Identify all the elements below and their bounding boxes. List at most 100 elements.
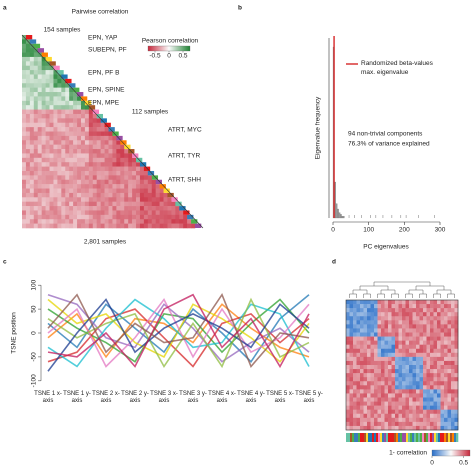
heatmap-cell [367,332,371,337]
heatmap-cell [77,149,82,154]
heatmap-cell [437,385,441,390]
heatmap-cell [120,188,125,194]
heatmap-cell [356,393,361,398]
heatmap-cell [80,179,86,185]
heatmap-cell [377,425,382,431]
heatmap-cell [84,127,90,132]
heatmap-cell [360,389,364,394]
heatmap-cell [381,360,385,366]
heatmap-cell [96,122,101,128]
heatmap-cell [25,113,31,119]
heatmap-cell [391,344,396,350]
heatmap-cell [120,162,125,167]
heatmap-cell [61,144,66,150]
diagonal-annotation [73,87,80,93]
annotation-bar [438,433,441,442]
heatmap-cell [84,157,90,163]
heatmap-cell [25,96,31,102]
heatmap-cell [33,135,39,141]
heatmap-cell [22,175,27,181]
x-tick-label: TSNE 1 x-axis [34,391,62,404]
heatmap-cell [73,122,78,128]
heatmap-cell [433,381,438,386]
heatmap-cell [447,304,452,309]
heatmap-cell [346,405,350,410]
diagonal-annotation [53,65,60,71]
heatmap-cell [451,360,455,366]
x-tick-label: 200 [399,227,410,234]
heatmap-cell [147,201,153,207]
heatmap-cell [346,365,350,370]
annotation-bar [420,433,423,442]
heatmap-cell [22,184,27,189]
heatmap-cell [53,140,58,145]
heatmap-cell [88,109,94,115]
heatmap-cell [155,214,160,220]
heatmap-cell [363,425,368,431]
heatmap-cell [151,206,156,211]
heatmap-cell [398,413,403,419]
heatmap-cell [405,401,410,406]
heatmap-cell [104,175,109,181]
heatmap-cell [360,300,364,305]
heatmap-cell [155,197,160,202]
heatmap-cell [416,417,420,423]
heatmap-cell [398,421,403,427]
heatmap-cell [398,316,403,321]
heatmap-cell [346,381,350,386]
heatmap-cell [132,219,137,224]
heatmap-cell [426,356,431,362]
heatmap-cell [159,219,164,224]
heatmap-cell [22,48,27,53]
heatmap-cell [84,105,90,110]
colorbar-label: 1- correlation [389,450,427,457]
heatmap-cell [384,324,389,329]
heatmap-cell [171,210,176,216]
heatmap-cell [423,381,427,386]
heatmap-cell [363,340,368,345]
annotation-bar [444,433,447,442]
heatmap-cell [104,153,109,159]
heatmap-cell [29,170,35,176]
heatmap-cell [25,206,31,211]
annotation-bar [440,433,443,442]
heatmap-cell [33,105,39,110]
heatmap-cell [29,197,35,202]
heatmap-cell [426,348,431,354]
heatmap-cell [391,300,396,305]
diagonal-annotation [108,127,115,132]
heatmap-cell [124,219,129,224]
heatmap-cell [370,320,375,325]
heatmap-cell [451,369,455,374]
heatmap-cell [191,223,196,229]
heatmap-cell [454,312,459,317]
heatmap-cell [405,373,410,378]
heatmap-cell [22,201,27,207]
heatmap-cell [29,118,35,124]
heatmap-cell [416,373,420,378]
heatmap-cell [451,308,455,313]
heatmap-cell [360,320,364,325]
heatmap-cell [49,210,54,216]
heatmap-cell [136,188,141,194]
heatmap-cell [416,389,420,394]
heatmap-cell [405,360,410,366]
heatmap-cell [416,356,420,362]
heatmap-cell [143,192,149,198]
heatmap-cell [395,336,399,341]
heatmap-cell [391,369,396,374]
heatmap-cell [25,83,31,88]
heatmap-cell [447,401,452,406]
diagonal-annotation [25,35,33,40]
heatmap-cell [409,389,413,394]
diagonal-annotation [33,43,41,49]
heatmap-cell [29,105,35,110]
heatmap-cell [73,201,78,207]
heatmap-cell [116,197,121,202]
heatmap-cell [437,393,441,398]
heatmap-cell [346,340,350,345]
heatmap-cell [433,365,438,370]
annotation-bar [378,433,381,442]
heatmap-cell [381,393,385,398]
heatmap-cell [29,201,35,207]
